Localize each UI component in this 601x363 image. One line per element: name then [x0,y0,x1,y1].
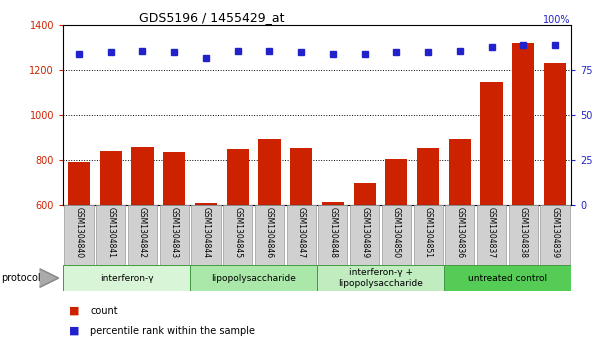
Text: GSM1304849: GSM1304849 [360,207,369,258]
Bar [544,63,566,205]
Bar [287,205,316,265]
Text: GSM1304836: GSM1304836 [456,207,465,258]
Bar [132,147,154,205]
Bar [385,159,407,205]
Bar [255,205,284,265]
Text: GSM1304844: GSM1304844 [201,207,210,258]
Bar [322,203,344,205]
Bar [160,205,189,265]
Text: GSM1304848: GSM1304848 [328,207,337,258]
Text: protocol: protocol [1,273,41,283]
Bar [353,183,376,205]
Text: GSM1304839: GSM1304839 [551,207,560,258]
Bar [444,265,571,291]
Text: GSM1304838: GSM1304838 [519,207,528,258]
Text: GSM1304842: GSM1304842 [138,207,147,258]
Text: interferon-γ +
lipopolysaccharide: interferon-γ + lipopolysaccharide [338,268,423,288]
Bar [508,205,538,265]
Text: untreated control: untreated control [468,274,547,282]
Text: ■: ■ [69,326,79,336]
Text: GSM1304847: GSM1304847 [297,207,306,258]
Text: count: count [90,306,118,316]
Bar [477,205,506,265]
Bar [382,205,411,265]
Bar [417,148,439,205]
Bar [128,205,157,265]
Bar [227,150,249,205]
Bar [317,265,444,291]
Text: GSM1304840: GSM1304840 [75,207,84,258]
Bar [190,265,317,291]
Bar [68,162,90,205]
Polygon shape [40,269,58,287]
Bar [480,82,502,205]
Bar [413,205,443,265]
Text: GSM1304846: GSM1304846 [265,207,274,258]
Bar [96,205,126,265]
Bar [195,203,217,205]
Bar [445,205,474,265]
Bar [163,152,185,205]
Bar [223,205,252,265]
Bar [449,139,471,205]
Bar [64,205,94,265]
Bar [258,139,281,205]
Text: lipopolysaccharide: lipopolysaccharide [211,274,296,282]
Bar [100,151,122,205]
Text: GSM1304837: GSM1304837 [487,207,496,258]
Bar [290,148,313,205]
Text: 100%: 100% [543,15,571,25]
Text: ■: ■ [69,306,79,316]
Bar [512,44,534,205]
Text: interferon-γ: interferon-γ [100,274,153,282]
Text: GSM1304845: GSM1304845 [233,207,242,258]
Text: GSM1304841: GSM1304841 [106,207,115,258]
Bar [191,205,221,265]
Text: GDS5196 / 1455429_at: GDS5196 / 1455429_at [139,11,285,24]
Bar [540,205,570,265]
Text: GSM1304843: GSM1304843 [169,207,178,258]
Text: percentile rank within the sample: percentile rank within the sample [90,326,255,336]
Bar [63,265,190,291]
Text: GSM1304850: GSM1304850 [392,207,401,258]
Text: GSM1304851: GSM1304851 [424,207,433,258]
Bar [350,205,379,265]
Bar [319,205,347,265]
